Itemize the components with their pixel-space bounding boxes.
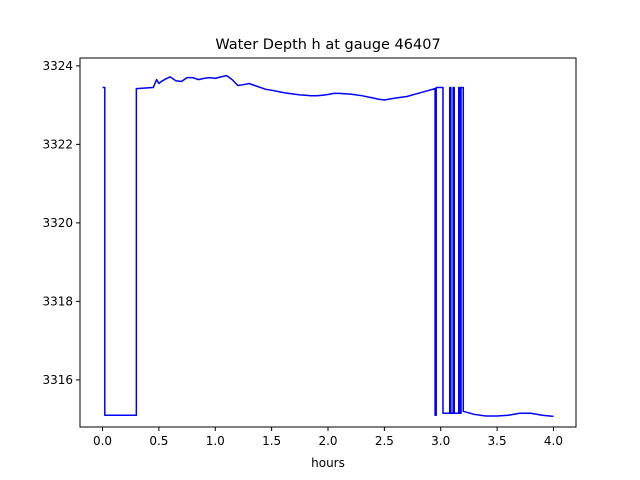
x-tick-label: 3.5 xyxy=(488,434,507,448)
series-line-1 xyxy=(102,74,554,418)
x-tick-label: 0.0 xyxy=(93,434,112,448)
x-tick-label: 2.5 xyxy=(375,434,394,448)
y-tick-label: 3318 xyxy=(42,294,73,308)
x-tick-label: 1.5 xyxy=(262,434,281,448)
x-tick-label: 4.0 xyxy=(544,434,563,448)
x-tick-label: 3.0 xyxy=(431,434,450,448)
y-tick-label: 3316 xyxy=(42,373,73,387)
axes: 0.0 0.5 1.0 1.5 2.0 2.5 3.0 3.5 4.0 3316 3318 3320 3… xyxy=(42,57,577,448)
y-tick-label: 3324 xyxy=(42,59,73,73)
plot-area xyxy=(102,74,554,418)
x-tick-label: 2.0 xyxy=(318,434,337,448)
y-tick-label: 3320 xyxy=(42,216,73,230)
x-axis-label: hours xyxy=(311,456,345,470)
x-tick-label: 1.0 xyxy=(206,434,225,448)
chart-title: Water Depth h at gauge 46407 xyxy=(215,37,440,53)
x-tick-label: 0.5 xyxy=(149,434,168,448)
y-tick-label: 3322 xyxy=(42,137,73,151)
